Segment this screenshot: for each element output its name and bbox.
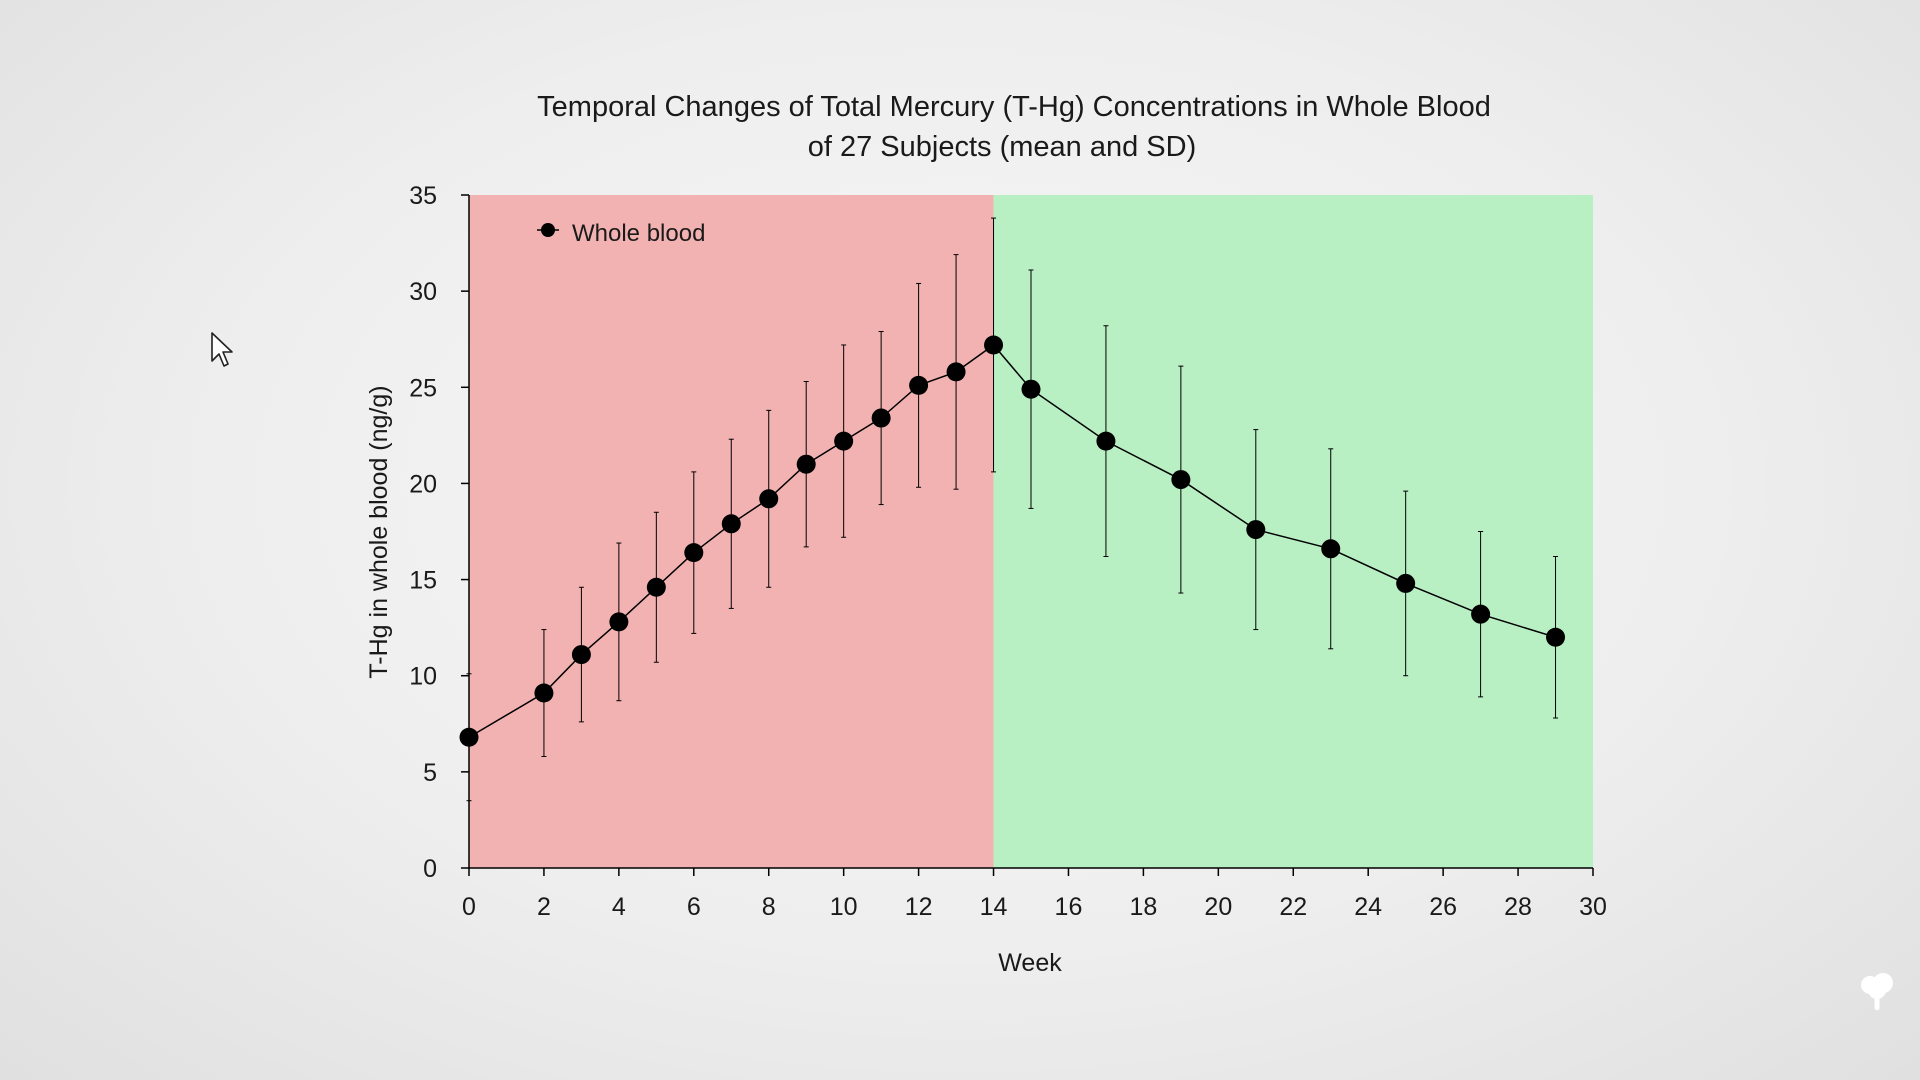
x-tick-label: 26 [1429, 893, 1457, 921]
data-point [1546, 627, 1566, 647]
x-tick-label: 12 [905, 893, 933, 921]
legend-marker [541, 223, 555, 237]
x-tick-label: 2 [537, 893, 551, 921]
data-point [1396, 573, 1416, 593]
shaded-regions [469, 195, 1593, 868]
x-tick-label: 24 [1354, 893, 1382, 921]
x-tick-label: 16 [1055, 893, 1083, 921]
chart-title-line-1: Temporal Changes of Total Mercury (T-Hg)… [537, 91, 1491, 123]
x-tick-label: 6 [687, 893, 701, 921]
data-series [459, 335, 1566, 747]
data-point [1171, 470, 1191, 490]
y-tick-label: 10 [409, 663, 437, 691]
data-point [796, 454, 816, 474]
data-point [984, 335, 1004, 355]
data-point [721, 514, 741, 534]
series-line [468, 343, 1556, 738]
data-point [1096, 431, 1116, 451]
tree-logo-icon [1861, 973, 1893, 1010]
chart-title-line-2: of 27 Subjects (mean and SD) [808, 131, 1196, 163]
y-tick-label: 20 [409, 470, 437, 498]
legend: Whole blood [537, 220, 705, 247]
x-tick-label: 4 [612, 893, 626, 921]
y-tick-label: 0 [423, 855, 437, 883]
pointer-arrow-icon [211, 332, 233, 367]
data-point [1321, 539, 1341, 559]
data-point [1471, 604, 1491, 624]
data-point [1246, 520, 1266, 540]
y-axis-label: T-Hg in whole blood (ng/g) [365, 385, 393, 678]
x-tick-label: 14 [980, 893, 1008, 921]
x-tick-label: 30 [1579, 893, 1607, 921]
x-tick-label: 0 [462, 893, 476, 921]
x-tick-label: 18 [1129, 893, 1157, 921]
shaded-region-1 [993, 195, 1593, 868]
y-tick-label: 35 [409, 182, 437, 210]
y-tick-label: 5 [423, 759, 437, 787]
y-tick-label: 30 [409, 278, 437, 306]
x-tick-label: 20 [1204, 893, 1232, 921]
data-point [834, 431, 854, 451]
y-tick-label: 15 [409, 567, 437, 595]
x-axis-label: Week [998, 949, 1062, 977]
data-point [759, 489, 779, 509]
data-point [871, 408, 891, 428]
data-point [684, 543, 704, 563]
data-point [609, 612, 629, 632]
x-tick-label: 10 [830, 893, 858, 921]
data-point [946, 362, 966, 382]
y-tick-label: 25 [409, 374, 437, 402]
x-tick-label: 22 [1279, 893, 1307, 921]
x-tick-label: 8 [762, 893, 776, 921]
legend-label: Whole blood [572, 220, 705, 247]
data-point [534, 683, 554, 703]
data-point [459, 727, 479, 747]
x-tick-label: 28 [1504, 893, 1532, 921]
data-point [909, 375, 929, 395]
data-point [646, 577, 666, 597]
data-point [571, 645, 591, 665]
data-point [1021, 379, 1041, 399]
